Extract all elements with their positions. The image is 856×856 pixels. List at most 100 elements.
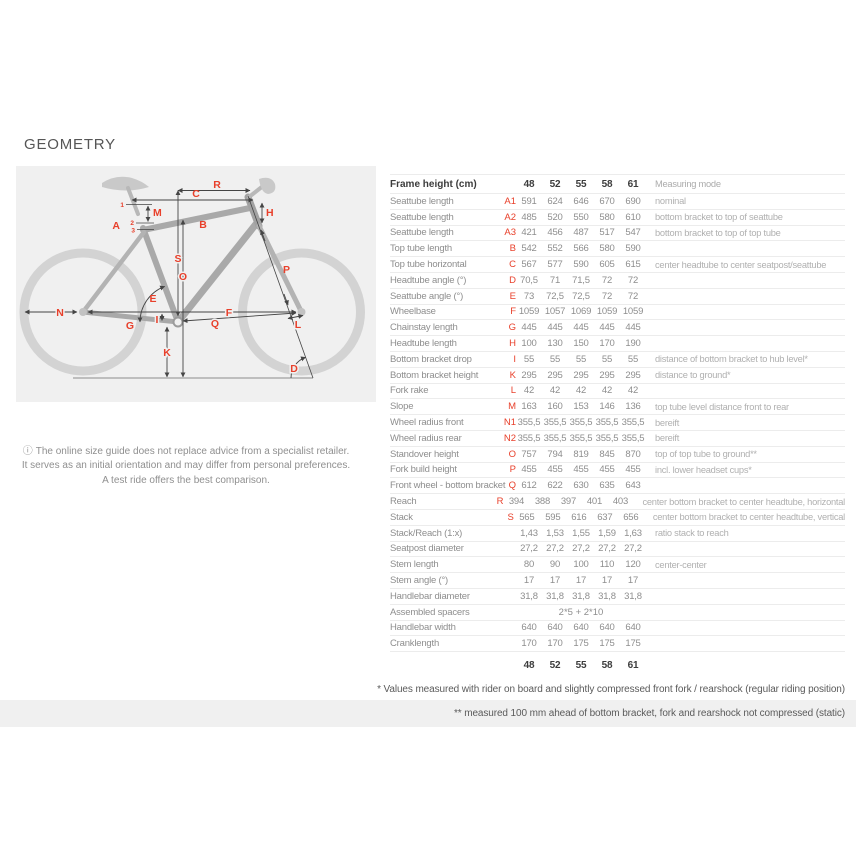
row-value: 355,5: [543, 432, 567, 444]
bike-geometry-diagram: R C M 1 A 23 B H SO E N G I K FQ P L D: [16, 166, 376, 402]
table-header-row: Frame height (cm) 48 52 55 58 61 Measuring m…: [390, 174, 845, 194]
row-value: 27,2: [598, 543, 616, 555]
row-label: Stack: [390, 511, 413, 523]
row-value: 1,53: [546, 527, 564, 539]
row-values: 542 552 566 580 590: [516, 243, 646, 254]
size-guide-note: ⓘ The online size guide does not replace …: [20, 445, 352, 488]
row-value: 27,2: [520, 543, 538, 555]
row-values: 100 130 150 170 190: [516, 338, 646, 349]
row-values: 567 577 590 605 615: [516, 259, 646, 270]
row-value: 394: [508, 496, 525, 508]
table-row: Headtube length H 100 130 150 170 190: [390, 336, 845, 352]
row-measuring-mode: center bottom bracket to center headtube…: [642, 496, 845, 507]
diagram-label-A: A: [112, 220, 120, 232]
row-code: M: [508, 401, 516, 413]
row-measuring-mode: distance of bottom bracket to hub level*: [655, 354, 808, 365]
row-code: P: [509, 464, 516, 476]
size-column-header: 52: [549, 178, 561, 190]
bottom-bracket: [172, 316, 184, 328]
row-value: 445: [573, 322, 589, 334]
page-title: GEOMETRY: [24, 136, 116, 153]
row-value: 690: [625, 195, 641, 207]
table-row: Seatpost diameter 27,2 27,2 27,2 27,2 27,2: [390, 542, 845, 558]
diagram-label-K: K: [163, 347, 171, 359]
row-value: 55: [523, 353, 535, 365]
row-value: 656: [623, 511, 639, 523]
row-value: 55: [575, 353, 587, 365]
row-label: Cranklength: [390, 638, 440, 650]
row-code: C: [509, 259, 516, 271]
row-value: 590: [625, 243, 641, 255]
row-value: 455: [625, 464, 641, 476]
row-value: 17: [601, 575, 613, 587]
footnote-single-asterisk: * Values measured with rider on board an…: [377, 684, 845, 695]
row-values: 31,8 31,8 31,8 31,8 31,8: [516, 591, 646, 602]
row-value: 520: [547, 211, 563, 223]
row-value: 643: [625, 480, 641, 492]
row-value: 605: [599, 259, 615, 271]
info-icon: ⓘ: [22, 446, 33, 457]
row-value: 421: [521, 227, 537, 239]
angle-D-arc: [290, 356, 306, 379]
top-tube: [140, 205, 253, 233]
table-row: Stack/Reach (1:x) 1,43 1,53 1,55 1,59 1,63 rat…: [390, 526, 845, 542]
row-value: 517: [599, 227, 615, 239]
row-code: L: [510, 385, 516, 397]
row-values: 421 456 487 517 547: [516, 227, 646, 238]
row-values: 27,2 27,2 27,2 27,2 27,2: [516, 543, 646, 554]
row-value: 31,8: [598, 590, 616, 602]
row-code: E: [509, 290, 516, 302]
row-code: B: [509, 243, 516, 255]
row-value: 55: [601, 353, 613, 365]
row-label: Seatpost diameter: [390, 543, 464, 555]
row-label: Reach: [390, 496, 417, 508]
size-column-header: 61: [627, 178, 639, 190]
row-value: 170: [521, 638, 537, 650]
row-value: 445: [599, 322, 615, 334]
row-value: 456: [547, 227, 563, 239]
row-label: Seattube length: [390, 195, 454, 207]
row-label: Seattube length: [390, 211, 454, 223]
row-value: 27,2: [624, 543, 642, 555]
row-measuring-mode: top of top tube to ground**: [655, 449, 757, 460]
row-value: 170: [599, 338, 615, 350]
footer-size-labels: 48 52 55 58 61: [516, 660, 646, 671]
row-value: 190: [625, 338, 641, 350]
row-value: 757: [521, 448, 537, 460]
size-column-headers: 48 52 55 58 61: [516, 179, 646, 190]
row-code: F: [510, 306, 516, 318]
row-value: 635: [599, 480, 615, 492]
row-label: Slope: [390, 401, 414, 413]
row-values: 355,5 355,5 355,5 355,5 355,5: [516, 417, 646, 428]
diagram-label-R: R: [213, 179, 221, 191]
row-label: Top tube length: [390, 243, 452, 255]
row-value: 552: [547, 243, 563, 255]
table-row: Top tube horizontal C 567 577 590 605 615 cente…: [390, 257, 845, 273]
row-value: 146: [599, 401, 615, 413]
row-value: 794: [547, 448, 563, 460]
row-measuring-mode: nominal: [655, 196, 686, 207]
row-value: 27,2: [546, 543, 564, 555]
row-value: 31,8: [624, 590, 642, 602]
table-row: Seattube length A1 591 624 646 670 690 nominal: [390, 194, 845, 210]
dimension-lines: [24, 188, 314, 379]
row-values: 485 520 550 580 610: [516, 212, 646, 223]
row-value: 640: [547, 622, 563, 634]
row-code: G: [508, 322, 516, 334]
row-label: Headtube angle (°): [390, 274, 467, 286]
diagram-label-B: B: [199, 219, 207, 231]
row-span-value: 2*5 + 2*10: [558, 606, 604, 618]
down-tube: [174, 220, 260, 326]
row-label: Bottom bracket height: [390, 369, 479, 381]
row-label: Front wheel - bottom bracket: [390, 480, 506, 492]
row-value: 567: [521, 259, 537, 271]
row-value: 401: [586, 496, 603, 508]
row-value: 110: [599, 559, 615, 571]
row-value: 170: [547, 638, 563, 650]
row-value: 355,5: [595, 432, 619, 444]
row-value: 70,5: [520, 274, 538, 286]
row-label: Stack/Reach (1:x): [390, 527, 463, 539]
row-value: 1059: [622, 306, 644, 318]
row-value: 71: [549, 274, 561, 286]
